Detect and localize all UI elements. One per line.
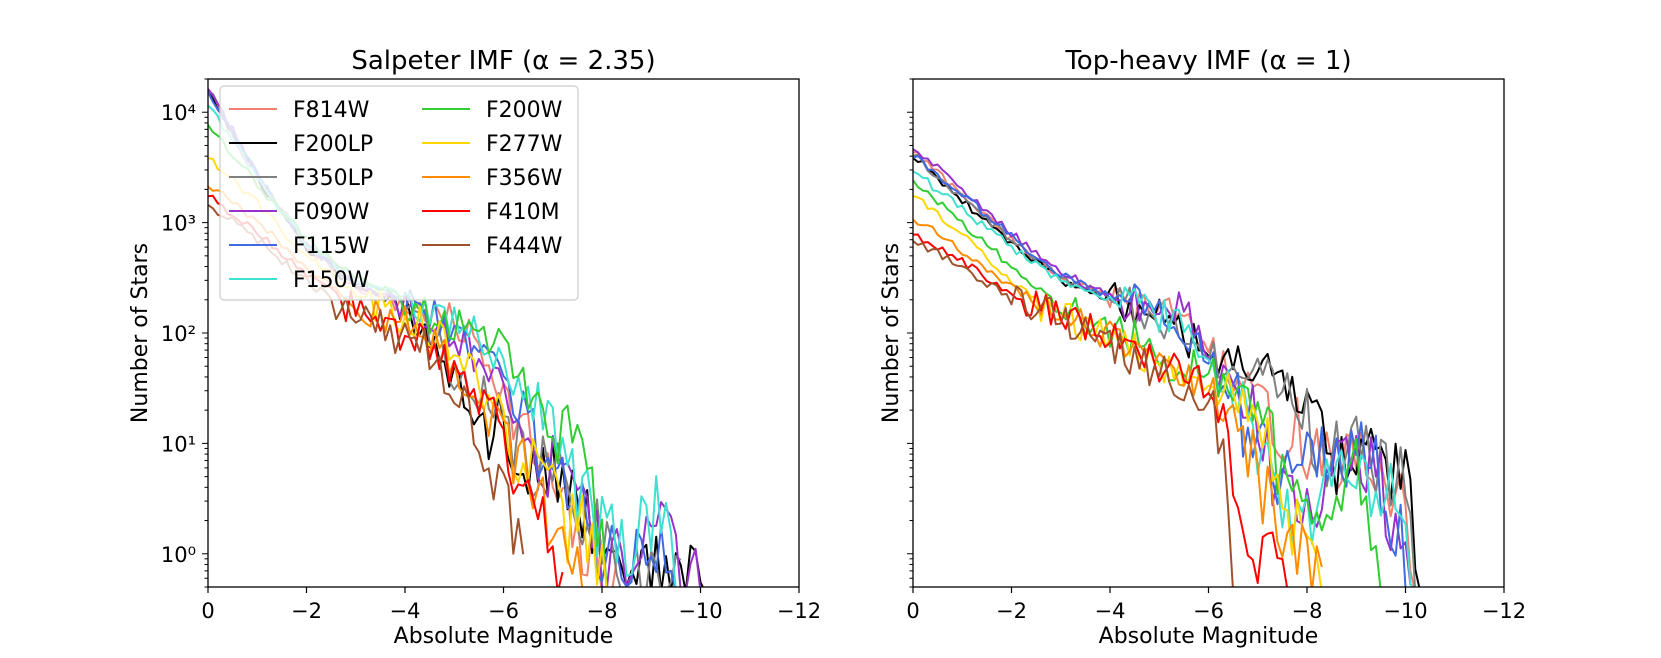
x-tick-label: −4 xyxy=(1095,599,1126,623)
y-tick-label: 10³ xyxy=(161,212,196,236)
x-tick-label: −2 xyxy=(291,599,322,623)
legend-label: F115W xyxy=(293,234,370,259)
x-tick-label: 0 xyxy=(906,599,919,623)
x-axis-label: Absolute Magnitude xyxy=(1099,624,1319,649)
x-tick-label: −10 xyxy=(678,599,722,623)
legend-label: F350LP xyxy=(293,166,373,191)
y-tick-label: 10² xyxy=(161,322,196,346)
series-line-f277w xyxy=(913,194,1323,587)
legend-label: F150W xyxy=(293,268,370,293)
x-tick-label: −2 xyxy=(996,599,1027,623)
x-tick-label: −10 xyxy=(1383,599,1427,623)
x-tick-label: −12 xyxy=(777,599,821,623)
legend-label: F410M xyxy=(486,200,560,225)
x-tick-label: −8 xyxy=(587,599,618,623)
salpeter-panel: Salpeter IMF (α = 2.35) 0 −2 −4 −6 −8 −10 −12 … xyxy=(128,46,821,649)
x-tick-label: −6 xyxy=(1193,599,1224,623)
legend-label: F200W xyxy=(486,98,563,123)
x-tick-label: −8 xyxy=(1292,599,1323,623)
legend-label: F444W xyxy=(486,234,563,259)
y-tick-label: 10⁴ xyxy=(161,101,196,125)
y-axis-label: Number of Stars xyxy=(128,243,153,423)
series-line-f356w xyxy=(913,218,1323,587)
legend-label: F277W xyxy=(486,132,563,157)
x-tick-label: −12 xyxy=(1482,599,1526,623)
y-ticks xyxy=(907,78,913,588)
legend-label: F200LP xyxy=(293,132,373,157)
x-ticks: 0 −2 −4 −6 −8 −10 −12 xyxy=(906,587,1526,623)
y-axis-label: Number of Stars xyxy=(879,243,904,423)
top-heavy-panel: Top-heavy IMF (α = 1) 0 −2 −4 −6 −8 −10 −12 Ab… xyxy=(879,46,1526,649)
y-ticks: 10⁰ 10¹ 10² 10³ 10⁴ xyxy=(161,78,208,588)
legend-box xyxy=(219,85,579,301)
series-line-f410m xyxy=(913,233,1289,587)
plot-lines xyxy=(913,148,1421,587)
chart-title: Top-heavy IMF (α = 1) xyxy=(1064,46,1351,76)
plot-frame xyxy=(912,78,1505,588)
x-axis-label: Absolute Magnitude xyxy=(394,624,614,649)
series-line-f200w xyxy=(913,179,1382,587)
legend-label: F090W xyxy=(293,200,370,225)
series-line-f444w xyxy=(913,240,1234,587)
y-tick-label: 10⁰ xyxy=(161,543,196,567)
legend-label: F814W xyxy=(293,98,370,123)
series-line-f150w xyxy=(913,170,1414,587)
chart-title: Salpeter IMF (α = 2.35) xyxy=(351,46,655,76)
y-tick-label: 10¹ xyxy=(161,432,196,456)
x-tick-label: 0 xyxy=(201,599,214,623)
x-tick-label: −6 xyxy=(488,599,519,623)
x-tick-label: −4 xyxy=(390,599,421,623)
legend-label: F356W xyxy=(486,166,563,191)
x-ticks: 0 −2 −4 −6 −8 −10 −12 xyxy=(201,587,821,623)
legend: F814W F200LP F350LP F090W F115W F150W F200W F27… xyxy=(219,85,579,301)
